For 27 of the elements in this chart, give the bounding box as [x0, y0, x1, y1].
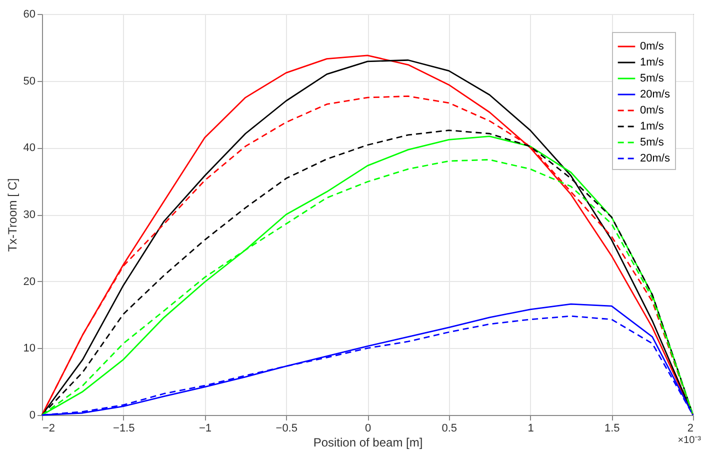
legend-label: 20m/s	[640, 152, 670, 164]
legend-label: 0m/s	[640, 104, 664, 116]
legend-label: 5m/s	[640, 136, 664, 148]
x-tick-label: 2	[687, 422, 694, 434]
x-tick-label: 1.5	[604, 422, 620, 434]
y-axis-title: Tx-Troom [ C]	[5, 178, 20, 252]
y-tick-label: 10	[23, 342, 36, 355]
x-tick-label: −2	[42, 422, 56, 434]
x-tick-label: −1	[198, 422, 212, 434]
x-tick-label: −1.5	[113, 422, 135, 434]
y-tick-label: 0	[29, 410, 36, 422]
x-tick-label: −0.5	[276, 422, 298, 434]
legend-label: 20m/s	[640, 88, 670, 100]
y-tick-label: 60	[23, 8, 36, 20]
y-tick-label: 40	[23, 142, 36, 154]
x-tick-label: 0	[364, 422, 372, 434]
y-tick-label: 30	[23, 209, 36, 221]
y-tick-label: 20	[23, 276, 36, 288]
legend-label: 1m/s	[640, 120, 664, 132]
legend-label: 5m/s	[640, 72, 664, 84]
x-axis-title: Position of beam [m]	[313, 436, 423, 450]
y-tick-label: 50	[23, 75, 36, 88]
legend-label: 1m/s	[640, 56, 664, 68]
x-tick-label: 0.5	[442, 422, 458, 434]
x-tick-label: 1	[528, 422, 534, 434]
legend-label: 0m/s	[640, 40, 664, 52]
text: ×10⁻³	[678, 435, 702, 446]
